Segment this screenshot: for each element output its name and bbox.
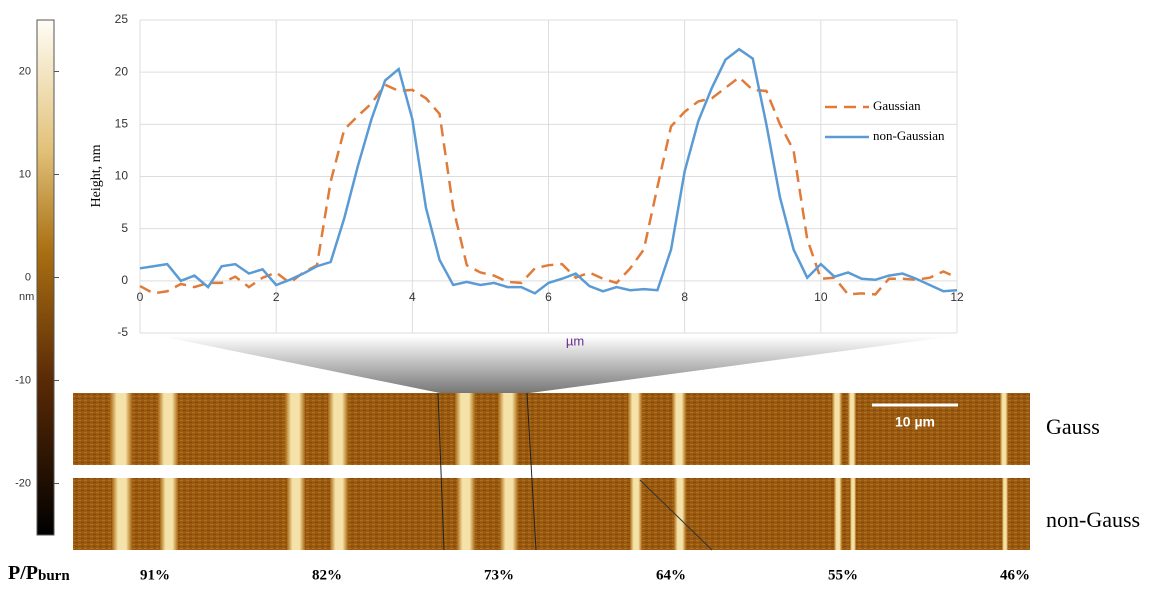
x-axis-label: µm <box>566 333 584 348</box>
y-axis-label: Height, nm <box>89 144 104 207</box>
guide-line <box>526 392 537 551</box>
x-tick-label: 4 <box>409 290 416 304</box>
y-tick-label: 15 <box>115 117 129 131</box>
row-label: Gauss <box>1046 414 1100 439</box>
afm-stripe <box>498 393 518 465</box>
afm-non-gauss <box>73 478 1030 550</box>
afm-stripe <box>850 478 856 550</box>
power-label-main: P/P <box>8 562 38 584</box>
afm-stripe <box>328 393 348 465</box>
y-tick-label: 5 <box>121 221 128 235</box>
colorbar-tick-label: -20 <box>15 477 31 489</box>
power-label-sub: burn <box>38 568 70 584</box>
afm-stripe <box>158 393 178 465</box>
scratch <box>639 479 713 551</box>
afm-gauss <box>73 393 1030 465</box>
x-tick-label: 8 <box>681 290 688 304</box>
power-value: 64% <box>656 567 686 583</box>
x-tick-label: 0 <box>137 290 144 304</box>
x-tick-label: 10 <box>814 290 828 304</box>
afm-stripe <box>674 478 686 550</box>
power-value: 82% <box>312 567 342 583</box>
y-tick-label: 0 <box>121 273 128 287</box>
data-line <box>139 47 958 295</box>
colorbar-tick-label: 10 <box>19 168 31 180</box>
x-tick-label: 2 <box>273 290 280 304</box>
afm-stripe <box>834 478 842 550</box>
power-value: 73% <box>484 567 514 583</box>
afm-stripe <box>287 478 305 550</box>
power-label: P/Pburn <box>8 562 70 584</box>
x-tick-label: 12 <box>950 290 964 304</box>
afm-stripe <box>455 393 475 465</box>
afm-stripe <box>672 393 686 465</box>
afm-stripe <box>1000 393 1008 465</box>
colorbar-tick-label: -10 <box>15 374 31 386</box>
afm-stripe <box>630 478 642 550</box>
afm-stripe <box>832 393 842 465</box>
afm-stripe <box>628 393 642 465</box>
afm-images <box>73 392 1030 551</box>
legend-label: Gaussian <box>873 98 921 113</box>
afm-stripe <box>330 478 348 550</box>
colorbar-unit: nm <box>19 291 34 303</box>
y-tick-label: 10 <box>115 169 129 183</box>
data-line <box>139 75 958 296</box>
zoom-funnel <box>160 336 955 393</box>
y-tick-label: -5 <box>117 325 128 339</box>
power-value: 46% <box>1000 567 1030 583</box>
afm-stripe <box>1002 478 1008 550</box>
guide-line <box>437 392 445 551</box>
afm-stripe <box>160 478 178 550</box>
scale-bar-label: 10 µm <box>895 414 935 430</box>
colorbar-tick-label: 0 <box>25 271 31 283</box>
afm-stripe <box>457 478 475 550</box>
row-label: non-Gauss <box>1046 507 1140 532</box>
power-value: 55% <box>828 567 858 583</box>
y-tick-label: 20 <box>115 64 129 78</box>
power-value: 91% <box>140 567 170 583</box>
x-tick-label: 6 <box>545 290 552 304</box>
y-tick-label: 25 <box>115 12 129 26</box>
afm-stripe <box>848 393 856 465</box>
afm-stripe <box>500 478 518 550</box>
afm-stripe <box>112 478 132 550</box>
afm-stripe <box>285 393 305 465</box>
legend-label: non-Gaussian <box>873 128 945 143</box>
afm-stripe <box>110 393 132 465</box>
colorbar <box>36 19 55 536</box>
colorbar-tick-label: 20 <box>19 65 31 77</box>
